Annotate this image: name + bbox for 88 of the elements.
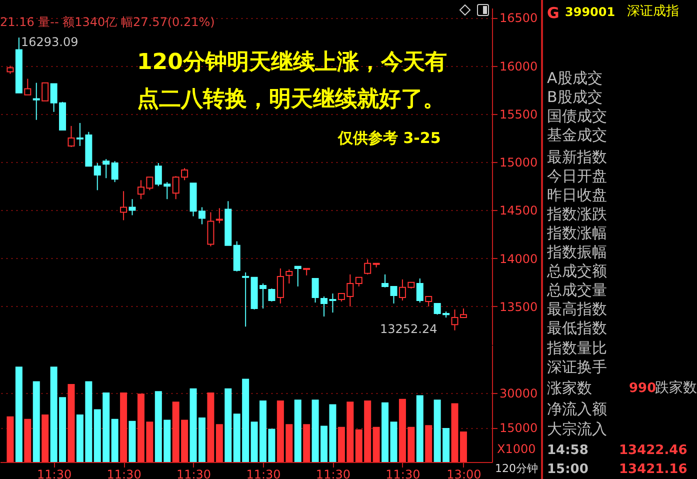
bar [6,416,14,462]
text: 120分钟 [495,462,538,476]
text: 今日开盘 [547,167,607,186]
candlestick [286,268,293,284]
bar [68,384,75,462]
text: 13422.46 [619,443,688,459]
bar [120,392,128,462]
y-tick-label: 30000 [500,386,538,401]
candlestick [68,125,75,148]
text: 13421.16 [619,462,688,478]
candlestick [364,258,372,275]
text: 深证成指 [627,4,679,20]
candlestick [207,212,214,247]
bar [294,400,302,462]
text: 399001 [565,5,616,20]
bar [425,425,432,462]
y-tick-label: 15500 [500,107,538,122]
text: 涨家数 [547,379,592,398]
text: X1000 [497,442,536,457]
candlestick [268,288,276,302]
annotation: 13252.24 [380,322,438,337]
bar [15,366,22,462]
text: 指数振幅 [547,243,607,262]
candlestick [312,278,319,304]
text: 最高指数 [547,300,607,318]
candlestick [294,266,302,287]
annotation: 16293.09 [21,35,78,50]
text: 总成交量 [547,281,607,300]
bar [416,395,424,462]
text: 大宗流入 [547,420,607,438]
text: 指数涨跌 [547,205,607,224]
y-tick-label: 15000 [500,421,538,436]
text: 最新指数 [547,148,607,166]
candlestick [425,296,432,307]
x-tick-label: 11:30 [316,468,351,479]
bar [42,414,49,462]
bar [128,420,136,462]
y-tick-label: 13500 [500,300,538,314]
text: 总成交额 [547,262,607,280]
text: 指数涨幅 [547,224,607,242]
text: 跌家数 [655,380,697,396]
y-tick-label: 15000 [500,156,538,170]
candlestick [355,276,362,287]
text: 昨日收盘 [547,186,607,204]
bar [32,381,40,462]
candlestick [42,82,49,102]
bar [224,388,232,462]
x-tick-label: 11:30 [37,468,72,479]
bar [111,418,118,462]
text: 14:58 [547,443,588,459]
text: 990 [629,381,656,397]
candlestick [32,82,40,120]
x-tick-label: 11:30 [386,468,420,479]
x-tick-label: 11:30 [176,468,212,479]
bar [207,392,214,462]
candlestick [242,272,250,328]
candlestick [24,78,32,96]
candlestick [120,190,128,221]
candlestick [128,198,136,216]
text: B股成交 [547,88,602,106]
annotation: 21.16 量-- 额1340亿 幅27.57(0.21%) [0,15,215,30]
y-tick-label: 14000 [500,252,538,266]
candlestick [94,162,101,191]
x-tick-label: 11:30 [106,468,142,479]
candlestick [102,158,110,179]
text: 基金成交 [547,126,607,144]
text: 国债成交 [547,107,607,126]
x-tick-label: 11:30 [246,468,281,479]
x-tick-label: 13:00 [446,468,482,479]
text: A股成交 [547,69,602,88]
annotation: 120分钟明天继续上涨，今天有点二八转换，明天继续就好了。 [137,49,448,114]
candlestick [416,278,424,304]
text: G [547,4,560,22]
y-tick-label: 14500 [500,204,538,218]
bar [216,424,223,462]
candlestick [111,160,118,183]
y-tick-label: 16500 [500,11,538,26]
text: 15:00 [547,462,588,478]
bar [303,424,310,462]
text: 最低指数 [547,319,607,338]
candlestick [276,268,284,304]
text: 指数量比 [547,339,607,358]
annotation: 仅供参考 3-25 [338,129,441,148]
y-tick-label: 16000 [500,59,538,74]
bar [24,418,32,462]
text: 深证换手 [547,358,607,376]
bar [372,426,380,462]
text: 净流入额 [547,400,607,418]
